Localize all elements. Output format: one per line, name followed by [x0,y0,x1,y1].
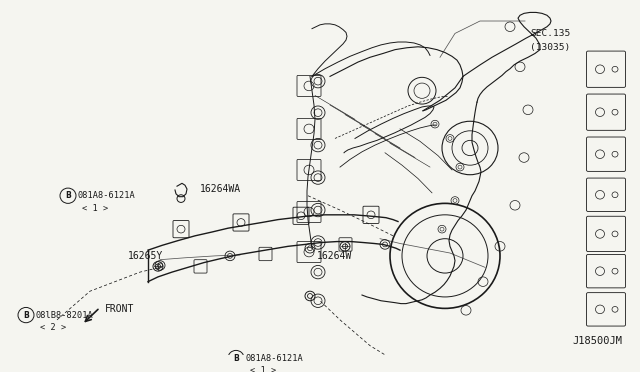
Text: 081A8-6121A: 081A8-6121A [246,353,304,363]
Text: B: B [23,311,29,320]
Text: 16265Y: 16265Y [128,251,163,261]
Text: < 1 >: < 1 > [82,203,108,213]
Text: B: B [65,191,71,200]
Text: < 2 >: < 2 > [40,323,67,332]
Text: < 1 >: < 1 > [250,366,276,372]
Text: 16264WA: 16264WA [200,184,241,194]
Text: J18500JM: J18500JM [572,336,622,346]
Text: 08lB8-8201A: 08lB8-8201A [36,311,93,320]
Text: B: B [233,353,239,363]
Text: (13035): (13035) [530,43,570,52]
Text: 16264W: 16264W [317,251,352,261]
Text: FRONT: FRONT [105,304,134,314]
Text: SEC.135: SEC.135 [530,29,570,38]
Text: 081A8-6121A: 081A8-6121A [78,191,136,200]
